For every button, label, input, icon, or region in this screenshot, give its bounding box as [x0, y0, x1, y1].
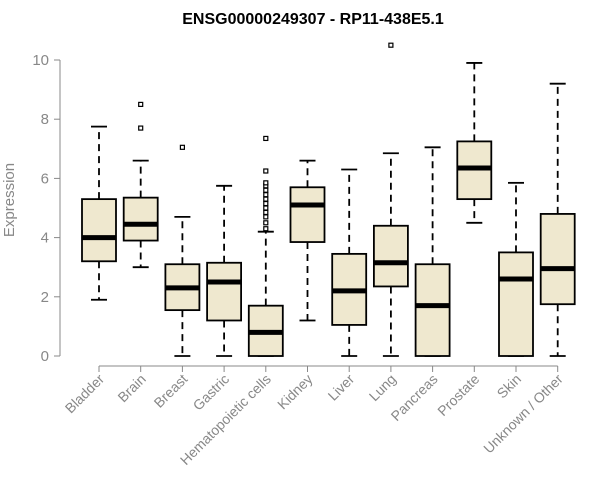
box-brain: [122, 101, 159, 269]
outlier-point: [388, 42, 394, 48]
box-prostate: [456, 62, 493, 224]
box-iqr: [372, 224, 409, 288]
box-skin: [498, 181, 534, 357]
box-kidney: [289, 159, 326, 322]
outlier-point: [263, 168, 269, 174]
outlier-point: [138, 125, 144, 131]
box-bladder: [81, 125, 117, 301]
boxes: [81, 42, 576, 357]
box-gastric: [206, 184, 243, 357]
box-pancreas: [414, 146, 451, 357]
x-tick-label: Lung: [366, 371, 399, 404]
outlier-point: [263, 180, 269, 186]
outlier-point: [263, 220, 269, 226]
x-tick-label: Skin: [494, 371, 525, 402]
x-tick-label: Prostate: [434, 371, 482, 419]
x-tick-label: Brain: [114, 371, 148, 405]
box-iqr: [122, 196, 159, 242]
box-iqr: [206, 261, 243, 322]
y-tick-label: 0: [41, 348, 49, 365]
y-tick-label: 10: [32, 52, 49, 69]
box-lung: [372, 42, 409, 357]
box-iqr: [81, 198, 117, 263]
outlier-point: [138, 101, 144, 108]
outlier-point: [263, 192, 269, 198]
box-iqr: [289, 186, 326, 243]
box-unknown-other: [539, 82, 576, 357]
outlier-point: [263, 196, 269, 202]
chart-title: ENSG00000249307 - RP11-438E5.1: [182, 11, 444, 28]
y-axis: 0 2 4 6 8 10: [32, 52, 61, 365]
y-tick-label: 8: [41, 111, 49, 128]
y-tick-label: 2: [41, 289, 49, 306]
outlier-point: [263, 226, 269, 232]
outlier-point: [263, 209, 269, 216]
x-tick-label: Kidney: [274, 371, 316, 413]
box-iqr: [498, 251, 534, 357]
box-breast: [164, 144, 201, 357]
x-tick-label: Liver: [325, 371, 358, 404]
x-tick-label: Bladder: [62, 371, 108, 417]
x-tick-label: Unknown / Other: [480, 371, 566, 457]
outlier-point: [263, 205, 269, 211]
outlier-point: [179, 144, 185, 150]
x-tick-label: Breast: [151, 371, 191, 411]
outlier-point: [263, 135, 269, 142]
outlier-point: [263, 187, 269, 193]
y-tick-label: 4: [41, 230, 49, 247]
box-iqr: [414, 263, 451, 357]
box-liver: [331, 168, 368, 357]
y-tick-label: 6: [41, 170, 49, 187]
box-hematopoietic-cells: [247, 135, 284, 357]
y-axis-label: Expression: [1, 163, 18, 237]
outlier-point: [263, 214, 269, 220]
outlier-point: [263, 200, 269, 207]
box-iqr: [539, 213, 576, 306]
